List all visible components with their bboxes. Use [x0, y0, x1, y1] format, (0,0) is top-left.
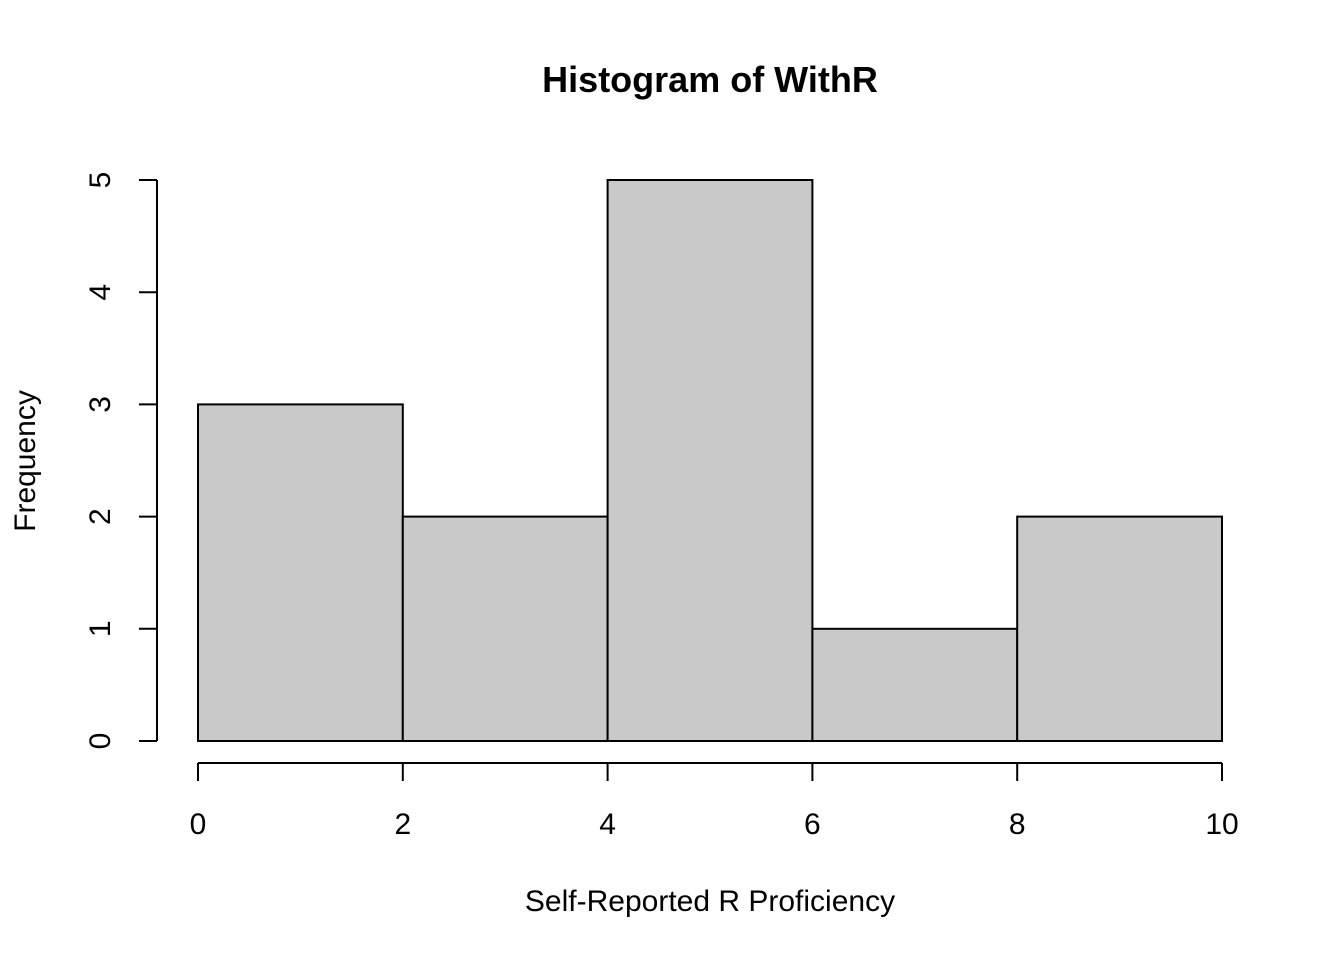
y-tick-label: 5 — [84, 172, 117, 189]
x-tick-label: 2 — [394, 808, 411, 841]
x-tick-label: 8 — [1009, 808, 1026, 841]
bars-group — [197, 179, 1224, 742]
x-tick-label: 0 — [190, 808, 207, 841]
x-axis: 0 2 4 6 8 10 — [190, 762, 1239, 841]
histogram-bar — [401, 515, 609, 742]
y-tick-label: 3 — [84, 396, 117, 413]
y-axis-label: Frequency — [9, 390, 42, 532]
y-tick-label: 4 — [84, 284, 117, 301]
histogram-bar — [606, 179, 814, 742]
histogram-bar — [811, 627, 1019, 742]
y-tick-label: 1 — [84, 620, 117, 637]
y-axis: 0 1 2 3 4 5 — [84, 172, 158, 750]
histogram-bar — [1016, 515, 1224, 742]
x-axis-label: Self-Reported R Proficiency — [525, 885, 895, 918]
x-tick-label: 10 — [1205, 808, 1238, 841]
y-tick-label: 2 — [84, 508, 117, 525]
histogram-bar — [197, 403, 404, 742]
chart-title: Histogram of WithR — [542, 59, 878, 100]
y-tick-label: 0 — [84, 733, 117, 750]
x-tick-label: 4 — [599, 808, 616, 841]
x-tick-label: 6 — [804, 808, 821, 841]
